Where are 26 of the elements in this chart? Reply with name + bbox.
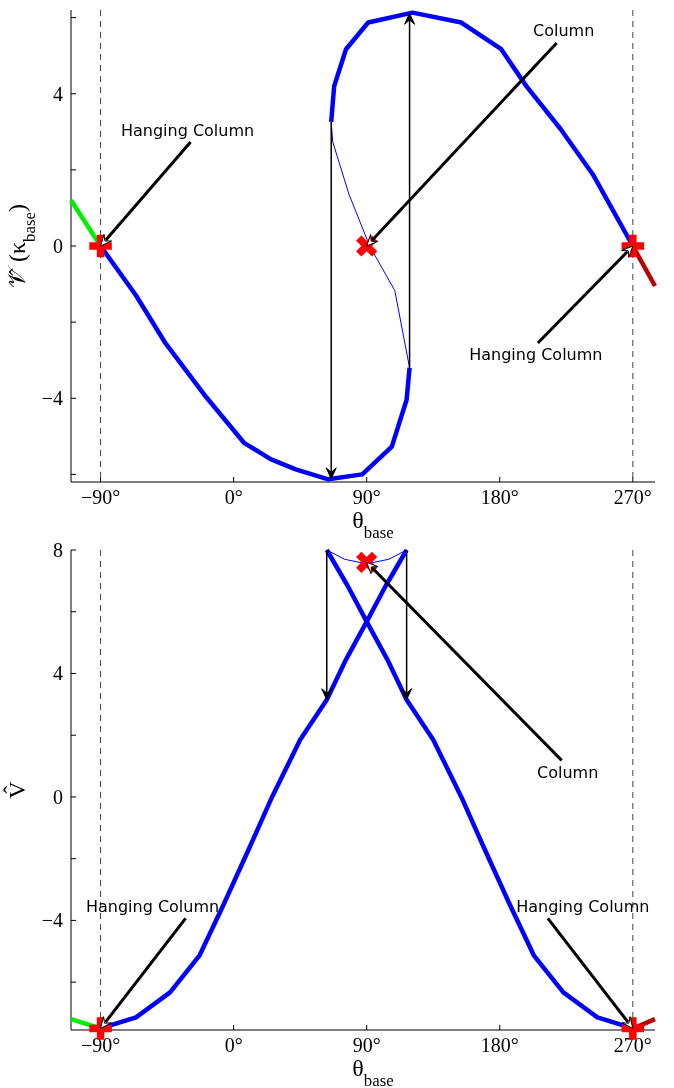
annotation: Hanging Column [516,897,650,917]
y-tick-label: 8 [53,539,63,561]
y-tick-label: 0 [53,785,63,808]
x-tick-label: 270° [613,486,652,508]
annotation: Hanging Column [120,120,255,140]
x-axis-title: θ$_{base}$ [352,1055,394,1088]
x-tick-label: 0° [224,1034,243,1056]
x-tick-label: 90° [352,1034,381,1056]
x-tick-label: 180° [480,486,519,508]
annotation: Hanging Column [469,344,603,364]
y-tick-label: 0 [53,235,63,257]
y-tick-label: −4 [41,387,63,410]
x-axis-title: θ$_{base}$ [352,507,394,542]
x-tick-label: −90° [80,486,121,508]
y-tick-label: −4 [41,909,63,932]
x-tick-label: 90° [352,486,381,508]
annotation: Column [537,762,599,782]
x-tick-label: 0° [224,486,243,508]
y-axis-title: V̂ [3,780,30,799]
y-tick-label: 4 [53,82,63,105]
x-tick-label: −90° [80,1034,121,1056]
annotation: Column [533,20,595,40]
y-tick-label: 4 [53,662,63,685]
x-tick-label: 180° [480,1034,519,1056]
annotation: Hanging Column [85,897,220,917]
x-tick-label: 270° [613,1034,652,1056]
